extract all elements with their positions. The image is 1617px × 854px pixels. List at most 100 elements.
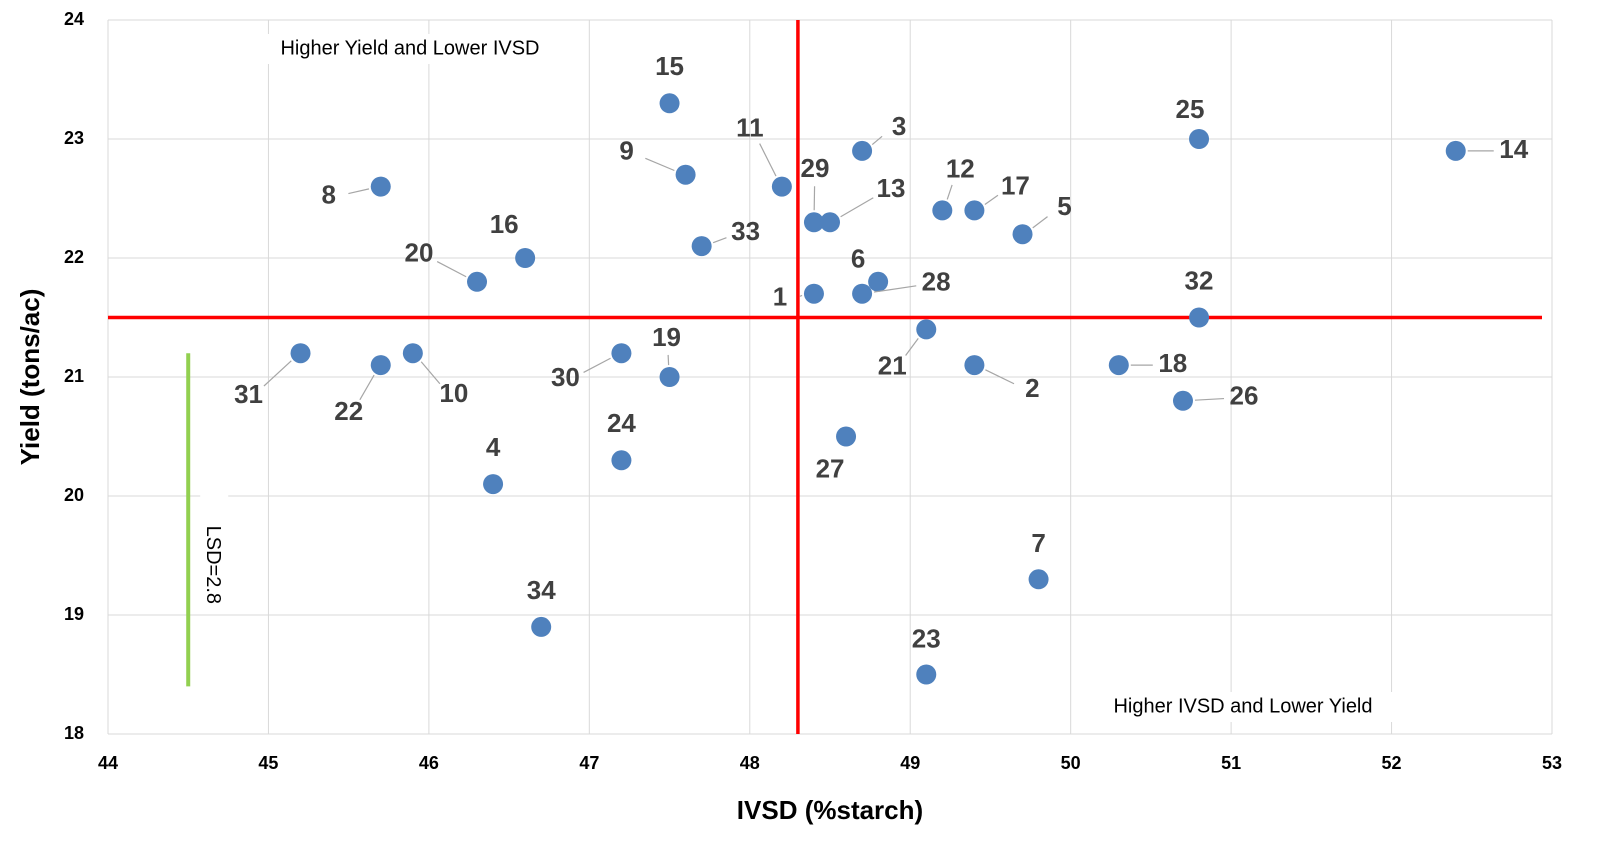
- point: [370, 355, 391, 376]
- point-label: 22: [334, 396, 363, 426]
- point-label: 18: [1158, 348, 1187, 378]
- point: [836, 426, 857, 447]
- point: [932, 200, 953, 221]
- y-tick-label: 19: [64, 604, 84, 624]
- note-bg: [1083, 692, 1403, 722]
- point: [467, 271, 488, 292]
- point-label: 31: [234, 379, 263, 409]
- point-label: 20: [405, 238, 434, 268]
- leader-line: [359, 374, 375, 401]
- point: [1445, 140, 1466, 161]
- point-label: 15: [655, 51, 684, 81]
- point-label: 9: [619, 136, 633, 166]
- point-label: 7: [1031, 528, 1045, 558]
- point: [675, 164, 696, 185]
- point: [659, 93, 680, 114]
- point: [771, 176, 792, 197]
- point: [1189, 129, 1210, 149]
- leader-line: [1194, 397, 1225, 401]
- lsd-label: LSD=2.8: [202, 526, 224, 604]
- leader-line: [1032, 216, 1048, 229]
- point-label: 2: [1025, 373, 1039, 403]
- point: [1012, 224, 1033, 245]
- point: [820, 212, 840, 233]
- leader-line: [905, 337, 919, 356]
- x-tick-label: 53: [1542, 753, 1562, 773]
- point: [964, 355, 985, 376]
- point-label: 3: [892, 111, 906, 141]
- leader-line: [348, 188, 370, 195]
- point: [868, 271, 889, 292]
- leader-line: [645, 157, 675, 172]
- point: [916, 664, 937, 685]
- point-label: 8: [322, 179, 336, 209]
- point: [803, 212, 824, 233]
- leader-line: [436, 261, 467, 278]
- point-label: 11: [736, 112, 764, 142]
- point: [515, 248, 536, 268]
- y-tick-label: 18: [64, 723, 84, 743]
- leader-line: [871, 135, 883, 146]
- point: [1108, 355, 1129, 376]
- point-label: 23: [912, 623, 941, 653]
- point-label: 13: [877, 173, 906, 203]
- point-label: 4: [486, 432, 501, 462]
- leader-line: [984, 194, 999, 206]
- x-tick-label: 45: [258, 753, 278, 773]
- y-tick-label: 20: [64, 485, 84, 505]
- note-bg: [250, 34, 570, 64]
- point: [852, 283, 873, 304]
- x-tick-label: 49: [900, 753, 920, 773]
- point: [370, 176, 391, 197]
- x-tick-label: 46: [419, 753, 439, 773]
- note-bg: [200, 490, 229, 590]
- point: [1189, 307, 1210, 328]
- point: [691, 236, 712, 257]
- point-label: 16: [490, 209, 519, 239]
- x-tick-label: 47: [579, 753, 599, 773]
- point-label: 6: [851, 244, 865, 274]
- point: [916, 319, 937, 340]
- point: [1172, 390, 1193, 411]
- point: [483, 474, 504, 495]
- leader-line: [583, 357, 611, 373]
- y-axis-title: Yield (tons/ac): [15, 289, 45, 466]
- point-label: 17: [1001, 170, 1030, 200]
- point-label: 32: [1185, 265, 1214, 295]
- x-tick-label: 52: [1382, 753, 1402, 773]
- point-label: 5: [1057, 191, 1071, 221]
- x-tick-label: 50: [1061, 753, 1081, 773]
- point: [964, 200, 985, 221]
- leader-line: [799, 294, 803, 297]
- y-tick-label: 23: [64, 128, 84, 148]
- point: [803, 283, 824, 304]
- point-label: 12: [946, 153, 975, 183]
- x-axis-title: IVSD (%starch): [737, 795, 923, 825]
- point: [659, 367, 680, 387]
- leader-line: [712, 237, 727, 244]
- leader-line: [873, 285, 917, 293]
- point-label: 28: [922, 267, 951, 297]
- y-tick-label: 22: [64, 247, 84, 267]
- point: [1028, 569, 1049, 590]
- y-tick-label: 21: [64, 366, 84, 386]
- x-tick-label: 44: [98, 753, 118, 773]
- leader-line: [420, 361, 441, 385]
- annotation: Higher IVSD and Lower Yield: [1113, 695, 1372, 717]
- x-tick-label: 48: [740, 753, 760, 773]
- point-label: 21: [878, 350, 907, 380]
- leader-line: [759, 143, 777, 177]
- leader-line: [946, 184, 953, 200]
- point-label: 26: [1230, 381, 1259, 411]
- point: [611, 343, 632, 364]
- y-tick-label: 24: [64, 9, 84, 29]
- x-tick-label: 51: [1221, 753, 1241, 773]
- leader-line: [263, 360, 292, 387]
- point-label: 14: [1499, 134, 1528, 164]
- point: [531, 616, 552, 637]
- point: [402, 343, 423, 364]
- leader-line: [985, 369, 1015, 385]
- annotation: Higher Yield and Lower IVSD: [280, 37, 539, 59]
- point-label: 27: [816, 453, 845, 483]
